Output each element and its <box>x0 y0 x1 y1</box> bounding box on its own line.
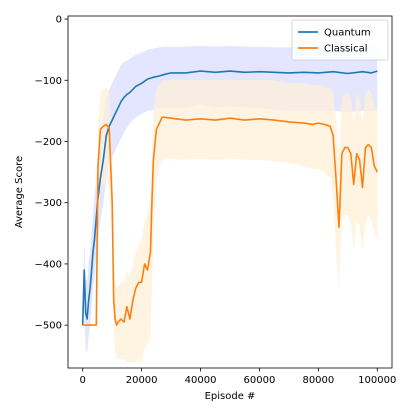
x-tick-label: 0 <box>80 375 86 386</box>
x-tick-label: 40000 <box>185 375 217 386</box>
series-lines <box>81 70 379 326</box>
legend-label-quantum: Quantum <box>324 28 371 39</box>
axes: 0 20000 40000 60000 80000 100000 0 −100 −200 −300… <box>14 15 396 402</box>
legend-label-classical: Classical <box>324 44 368 55</box>
y-tick-label: −100 <box>35 76 62 87</box>
line-quantum <box>81 70 378 326</box>
x-tick-label: 60000 <box>244 375 276 386</box>
y-tick-label: −500 <box>35 321 62 332</box>
x-tick-label: 100000 <box>358 375 396 386</box>
legend-box <box>291 19 389 61</box>
y-axis-label: Average Score <box>14 156 25 228</box>
y-tick-label: −400 <box>35 259 62 270</box>
confidence-bands <box>82 46 378 362</box>
y-tick-label: −300 <box>35 198 62 209</box>
legend: Quantum Classical <box>291 19 389 61</box>
y-tick-label: 0 <box>56 15 62 26</box>
y-tick-label: −200 <box>35 137 62 148</box>
x-tick-label: 80000 <box>302 375 334 386</box>
plot-frame <box>67 15 393 369</box>
line-classical <box>82 116 379 326</box>
band-classical <box>82 80 378 362</box>
x-tick-label: 20000 <box>126 375 158 386</box>
x-axis-label: Episode # <box>205 391 256 402</box>
band-quantum <box>82 46 378 353</box>
